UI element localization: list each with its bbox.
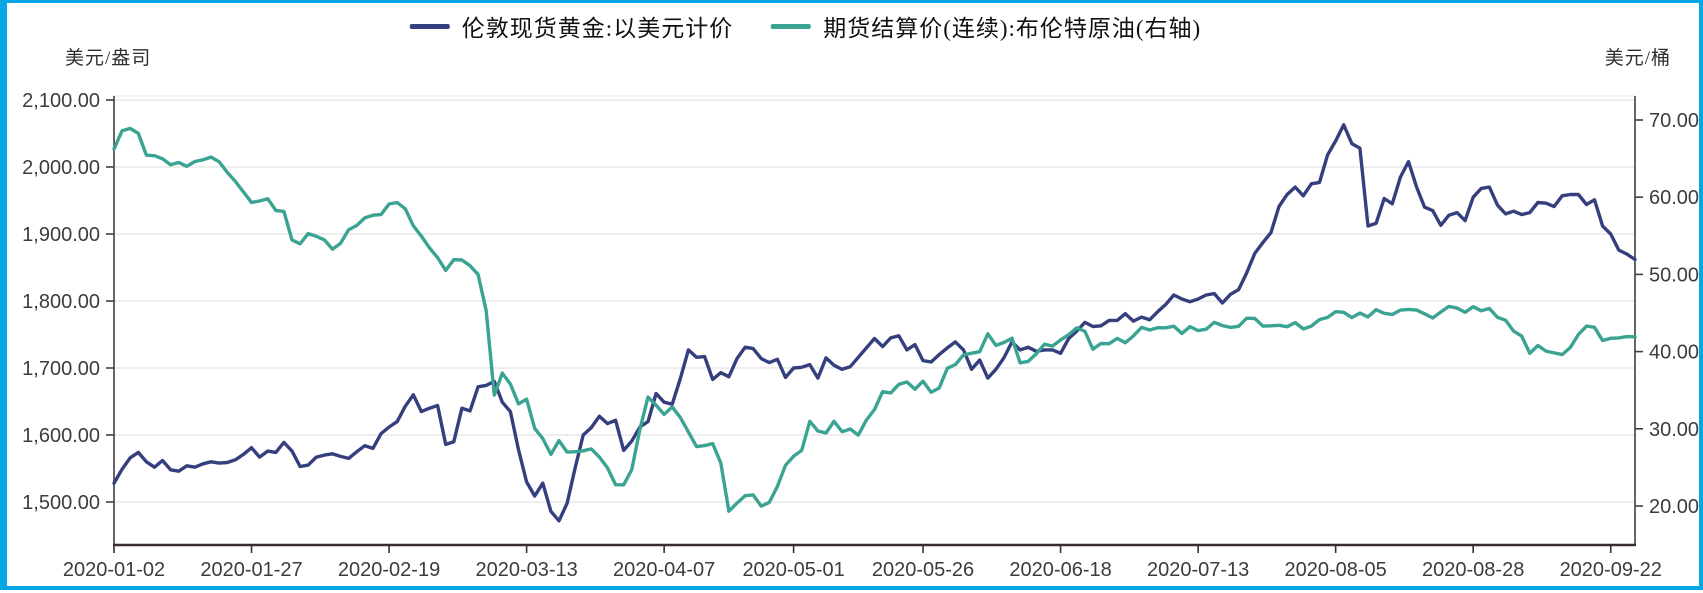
right-axis-label: 20.00 xyxy=(1649,496,1699,518)
x-axis-label: 2020-04-07 xyxy=(613,559,715,581)
left-axis-ticks: 2,100.00 2,000.00 1,900.00 1,800.00 1,700.00… xyxy=(22,90,114,514)
gold-price-line xyxy=(112,123,1637,523)
left-axis-label: 1,800.00 xyxy=(22,291,100,313)
right-axis-label: 30.00 xyxy=(1649,419,1699,441)
legend-label-brent: 期货结算价(连续):布伦特原油(右轴) xyxy=(823,16,1202,41)
gold-line-swatch xyxy=(409,23,450,29)
x-axis-label: 2020-09-22 xyxy=(1560,559,1662,581)
right-axis-ticks: 70.00 60.00 50.00 40.00 30.00 20.00 xyxy=(1635,110,1699,518)
left-axis-label: 1,700.00 xyxy=(22,358,100,380)
x-axis-label: 2020-05-01 xyxy=(742,559,844,581)
left-axis-unit: 美元/盎司 xyxy=(65,48,152,69)
left-axis-label: 2,000.00 xyxy=(22,157,100,179)
x-axis-label: 2020-07-13 xyxy=(1147,559,1249,581)
x-axis-label: 2020-08-05 xyxy=(1284,559,1386,581)
left-axis-label: 1,500.00 xyxy=(22,492,100,514)
plot-area: 2,100.00 2,000.00 1,900.00 1,800.00 1,700.00… xyxy=(22,90,1699,581)
x-axis-label: 2020-06-18 xyxy=(1009,559,1111,581)
left-axis-label: 1,600.00 xyxy=(22,425,100,447)
left-axis-label: 1,900.00 xyxy=(22,224,100,246)
gridlines xyxy=(114,95,1635,503)
x-axis-label: 2020-05-26 xyxy=(872,559,974,581)
brent-price-line xyxy=(112,126,1637,513)
legend-label-gold: 伦敦现货黄金:以美元计价 xyxy=(461,16,734,41)
left-axis-label: 2,100.00 xyxy=(22,90,100,112)
x-axis-label: 2020-01-02 xyxy=(63,559,165,581)
x-axis-ticks: 2020-01-02 2020-01-27 2020-02-19 2020-03-13… xyxy=(63,545,1662,581)
x-axis-label: 2020-02-19 xyxy=(338,559,440,581)
legend-item-gold: 伦敦现货黄金:以美元计价 xyxy=(409,9,734,43)
x-axis-label: 2020-01-27 xyxy=(200,559,302,581)
legend-item-brent: 期货结算价(连续):布伦特原油(右轴) xyxy=(771,9,1201,43)
legend: 伦敦现货黄金:以美元计价 期货结算价(连续):布伦特原油(右轴) xyxy=(409,9,1201,43)
axes xyxy=(113,96,1636,547)
right-axis-label: 70.00 xyxy=(1649,110,1699,132)
brent-line-swatch xyxy=(771,23,812,29)
right-axis-label: 60.00 xyxy=(1649,187,1699,209)
x-axis-label: 2020-08-28 xyxy=(1422,559,1524,581)
right-axis-label: 50.00 xyxy=(1649,264,1699,286)
x-axis-label: 2020-03-13 xyxy=(475,559,577,581)
right-axis-unit: 美元/桶 xyxy=(1604,48,1671,69)
right-axis-label: 40.00 xyxy=(1649,342,1699,364)
